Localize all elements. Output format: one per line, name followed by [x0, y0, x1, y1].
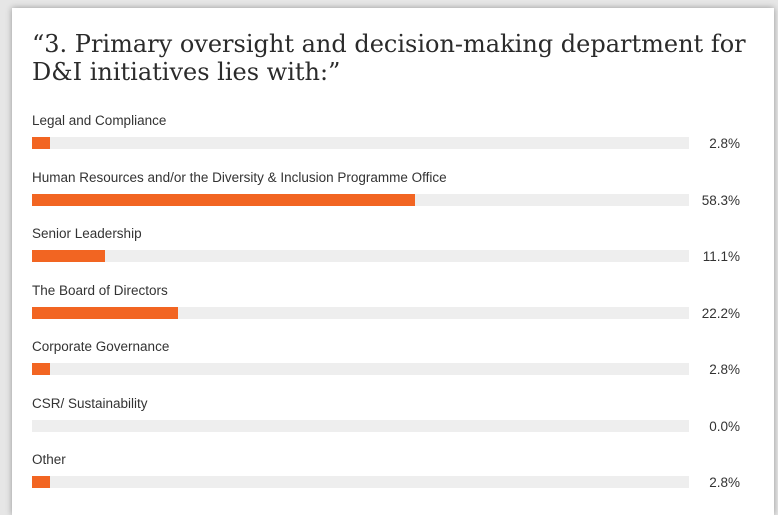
bar-row: The Board of Directors 22.2% — [32, 283, 752, 323]
bar-label: Other — [32, 452, 66, 467]
bar — [32, 193, 416, 206]
bar-row: Corporate Governance 2.8% — [32, 339, 752, 379]
chart-title: “3. Primary oversight and decision-makin… — [32, 30, 746, 86]
bar-row: Senior Leadership 11.1% — [32, 226, 752, 266]
bar-track — [32, 476, 689, 488]
bar-label: The Board of Directors — [32, 282, 168, 298]
bar-label: Corporate Governance — [32, 339, 170, 354]
bar-value-label: 11.1% — [702, 249, 740, 264]
bar-row: CSR/ Sustainability 0.0% — [32, 396, 752, 436]
bar-track — [32, 419, 689, 432]
bar-value-label: 0.0% — [709, 418, 740, 434]
bar-value-label: 22.2% — [701, 305, 740, 321]
bar-label: CSR/ Sustainability — [32, 395, 148, 411]
bar-label: Human Resources and/or the Diversity & I… — [32, 169, 447, 185]
bar — [32, 306, 178, 319]
bar-track — [32, 250, 689, 262]
bar-label: Legal and Compliance — [32, 113, 167, 128]
bar-row: Human Resources and/or the Diversity & I… — [32, 170, 752, 210]
bar-value-label: 2.8% — [709, 475, 740, 490]
bar — [32, 476, 51, 488]
bar-track — [32, 193, 689, 206]
bar-row: Other 2.8% — [32, 452, 752, 492]
bar-value-label: 2.8% — [709, 136, 740, 151]
bar-value-label: 58.3% — [701, 192, 740, 208]
bar-track — [32, 306, 689, 319]
bar-track — [32, 137, 689, 149]
bar-row: Legal and Compliance 2.8% — [32, 113, 752, 153]
poll-card: “3. Primary oversight and decision-makin… — [12, 8, 774, 515]
bar-label: Senior Leadership — [32, 226, 142, 241]
bar — [32, 250, 105, 262]
bar — [32, 137, 51, 149]
bar-track — [32, 363, 689, 375]
bar — [32, 363, 51, 375]
bar-value-label: 2.8% — [709, 362, 740, 377]
